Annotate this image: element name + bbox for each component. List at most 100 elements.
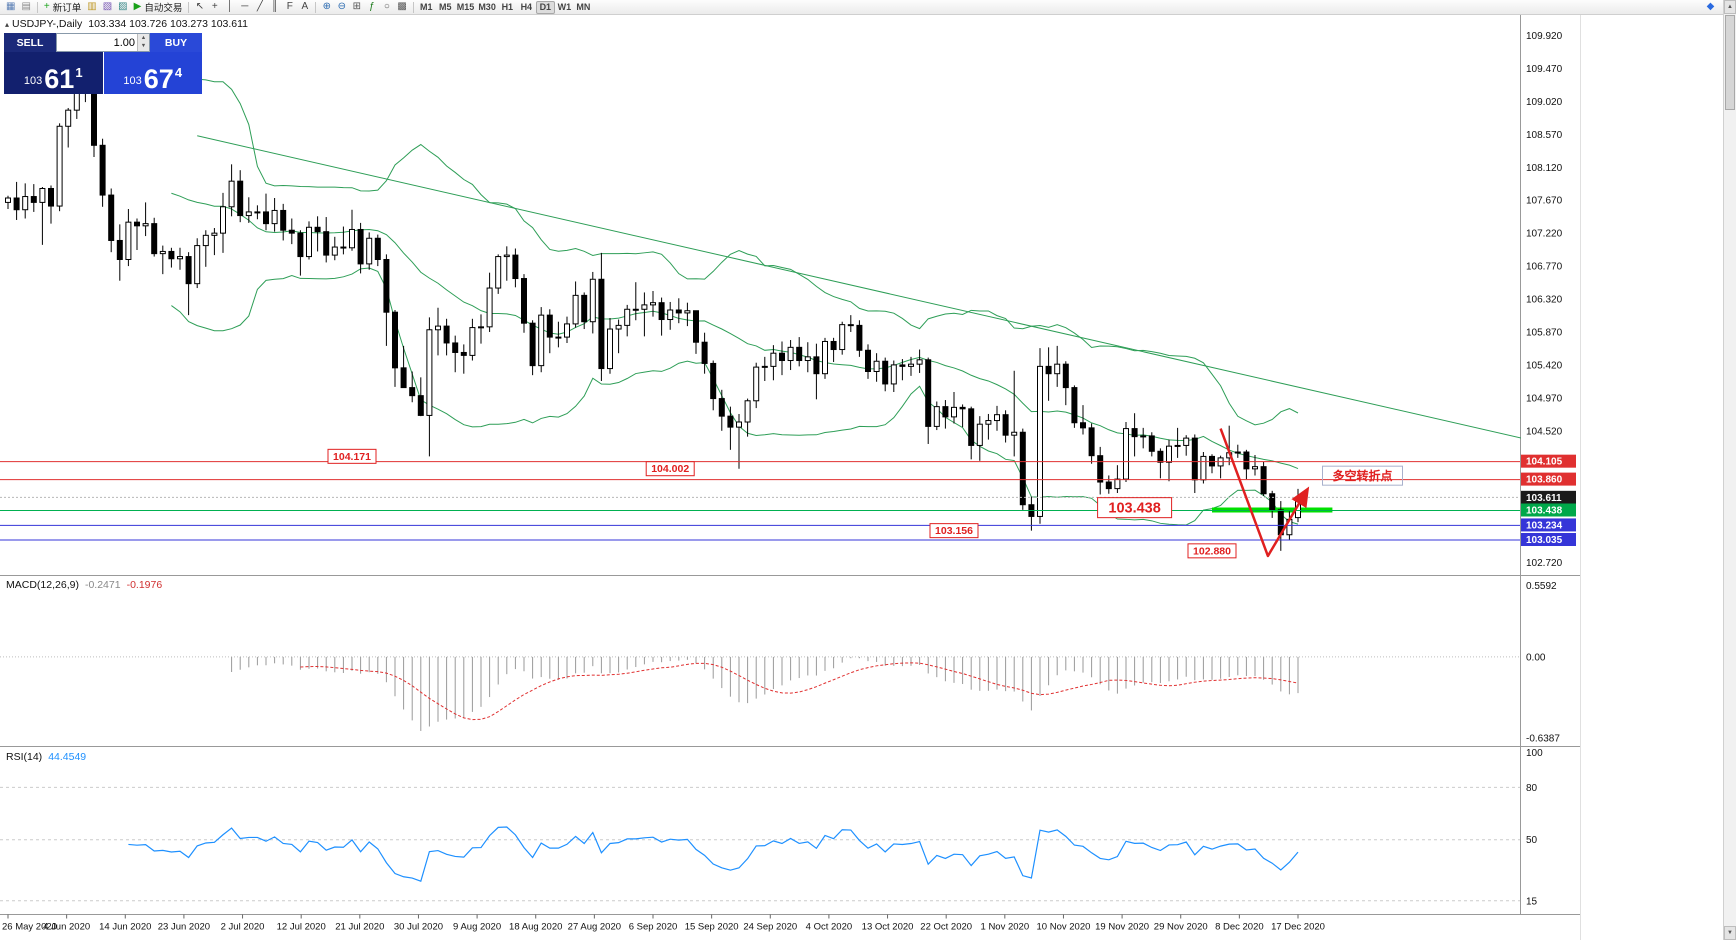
price-annotation-box	[1097, 497, 1173, 519]
scroll-down-button[interactable]: ▼	[1724, 926, 1736, 940]
main-plot	[5, 40, 1521, 551]
sell-price-tile[interactable]: 103 61 1	[4, 52, 103, 94]
fibonacci-tool-icon: F	[286, 1, 293, 12]
candle-body	[761, 365, 768, 368]
candle-body	[1157, 450, 1164, 463]
candle-body	[976, 423, 983, 446]
candle-body	[865, 349, 871, 372]
vertical-line-tool-button[interactable]: │	[222, 1, 237, 14]
date-label: 2 Jul 2020	[221, 922, 265, 933]
horizontal-line-tool-button[interactable]: ─	[237, 1, 252, 14]
timeframe-m30-button[interactable]: M30	[476, 1, 498, 14]
candle-body	[288, 229, 295, 234]
candle-body	[933, 406, 940, 427]
date-label: 29 Nov 2020	[1154, 922, 1208, 933]
timeframe-m1-button[interactable]: M1	[417, 1, 436, 14]
sell-button[interactable]: SELL	[4, 33, 56, 52]
timeframe-h1-button-label: H1	[501, 2, 514, 12]
candle-body	[349, 228, 355, 249]
price-tick-label: 109.920	[1526, 31, 1563, 42]
candle-body	[658, 302, 665, 321]
date-label: 24 Sep 2020	[743, 922, 797, 933]
rsi-name: RSI(14)	[6, 751, 43, 763]
candle-body	[177, 256, 183, 260]
indicators-icon: ƒ	[369, 1, 375, 12]
candle-body	[1260, 466, 1267, 495]
candle-body	[650, 302, 656, 306]
candle-body	[667, 309, 674, 321]
tile-windows-button[interactable]: ⊞	[349, 1, 364, 14]
candle-body	[675, 309, 682, 314]
templates-button[interactable]: ▩	[394, 1, 409, 14]
community-button[interactable]: ◆	[1703, 1, 1718, 14]
channel-tool-button[interactable]: ║	[267, 1, 282, 14]
price-tick-label: 108.570	[1526, 130, 1563, 141]
timeframe-m15-button[interactable]: M15	[455, 1, 477, 14]
zoom-out-icon: ⊖	[337, 1, 347, 12]
candle-body	[1140, 435, 1147, 438]
volume-down-icon[interactable]: ▼	[138, 42, 149, 51]
periods-button[interactable]: ○	[379, 1, 394, 14]
buy-button[interactable]: BUY	[150, 33, 202, 52]
toolbar: ▦ ▤ + 新订单 ▥ ▧ ▨ ▶ 自动交易 ↖ + │ ─ ╱ ║ F A ⊕ ⊖ ⊞ ƒ ○ ▩ M1 M5 M15 M30 H1…	[0, 0, 1736, 15]
candle-body	[254, 211, 261, 214]
new-chart-button[interactable]: ▦	[3, 1, 18, 14]
zoom-out-button[interactable]: ⊖	[334, 1, 349, 14]
timeframe-mn-button[interactable]: MN	[574, 1, 593, 14]
scrollbar-thumb[interactable]	[1725, 15, 1735, 110]
price-chart[interactable]: 104.171 104.002 103.156 102.880 103.438 多空转折点…	[0, 15, 1736, 940]
candle-body	[589, 278, 596, 323]
candle-body	[873, 360, 880, 372]
candle-body	[882, 360, 889, 385]
date-label: 6 Sep 2020	[629, 922, 678, 933]
volume-input[interactable]: 1.00 ▲ ▼	[56, 33, 150, 52]
candle-body	[1148, 435, 1155, 452]
price-tick-label: 105.870	[1526, 327, 1563, 338]
timeframe-m5-button[interactable]: M5	[436, 1, 455, 14]
cursor-tool-button[interactable]: ↖	[192, 1, 207, 14]
candle-body	[718, 398, 725, 417]
candle-body	[787, 346, 794, 362]
timeframe-w1-button[interactable]: W1	[555, 1, 574, 14]
zoom-in-button[interactable]: ⊕	[319, 1, 334, 14]
price-tick-label: 107.670	[1526, 196, 1563, 207]
candle-body	[1191, 437, 1198, 481]
text-tool-button[interactable]: A	[297, 1, 312, 14]
autotrade-button[interactable]: ▶ 自动交易	[131, 1, 186, 15]
navigator-button[interactable]: ▧	[100, 1, 115, 14]
candle-body	[1054, 363, 1061, 375]
candle-body	[1234, 451, 1241, 454]
price-tag-label: 103.611	[1526, 493, 1562, 504]
price-tick-label: 109.020	[1526, 97, 1563, 108]
scroll-up-button[interactable]: ▲	[1724, 0, 1736, 14]
candle-body	[822, 340, 828, 375]
crosshair-tool-button[interactable]: +	[207, 1, 222, 14]
fibonacci-tool-button[interactable]: F	[282, 1, 297, 14]
candle-body	[1166, 445, 1172, 463]
volume-spinner[interactable]: ▲ ▼	[137, 34, 149, 51]
timeframe-h4-button[interactable]: H4	[517, 1, 536, 14]
timeframe-h1-button[interactable]: H1	[498, 1, 517, 14]
buy-price-tile[interactable]: 103 67 4	[103, 52, 202, 94]
candle-body	[710, 362, 717, 400]
indicators-button[interactable]: ƒ	[364, 1, 379, 14]
candle-body	[1011, 431, 1018, 436]
candle-body	[968, 408, 975, 446]
terminal-button[interactable]: ▨	[115, 1, 130, 14]
candle-body	[1174, 444, 1181, 447]
market-watch-button[interactable]: ▥	[84, 1, 99, 14]
profiles-button[interactable]: ▤	[18, 1, 33, 14]
trendline-tool-button[interactable]: ╱	[252, 1, 267, 14]
candle-body	[1252, 466, 1258, 470]
volume-up-icon[interactable]: ▲	[138, 34, 149, 43]
candle-body	[297, 232, 304, 258]
price-tag-label: 103.234	[1526, 520, 1563, 531]
date-label: 8 Dec 2020	[1215, 922, 1264, 933]
new-order-button-label: 新订单	[52, 3, 82, 14]
timeframe-d1-button[interactable]: D1	[535, 0, 555, 14]
new-order-icon: +	[43, 1, 50, 12]
date-label: 17 Dec 2020	[1271, 922, 1325, 933]
candle-body	[1183, 437, 1190, 446]
vertical-scrollbar[interactable]: ▲ ▼	[1723, 0, 1736, 940]
new-order-button[interactable]: + 新订单	[41, 1, 84, 15]
